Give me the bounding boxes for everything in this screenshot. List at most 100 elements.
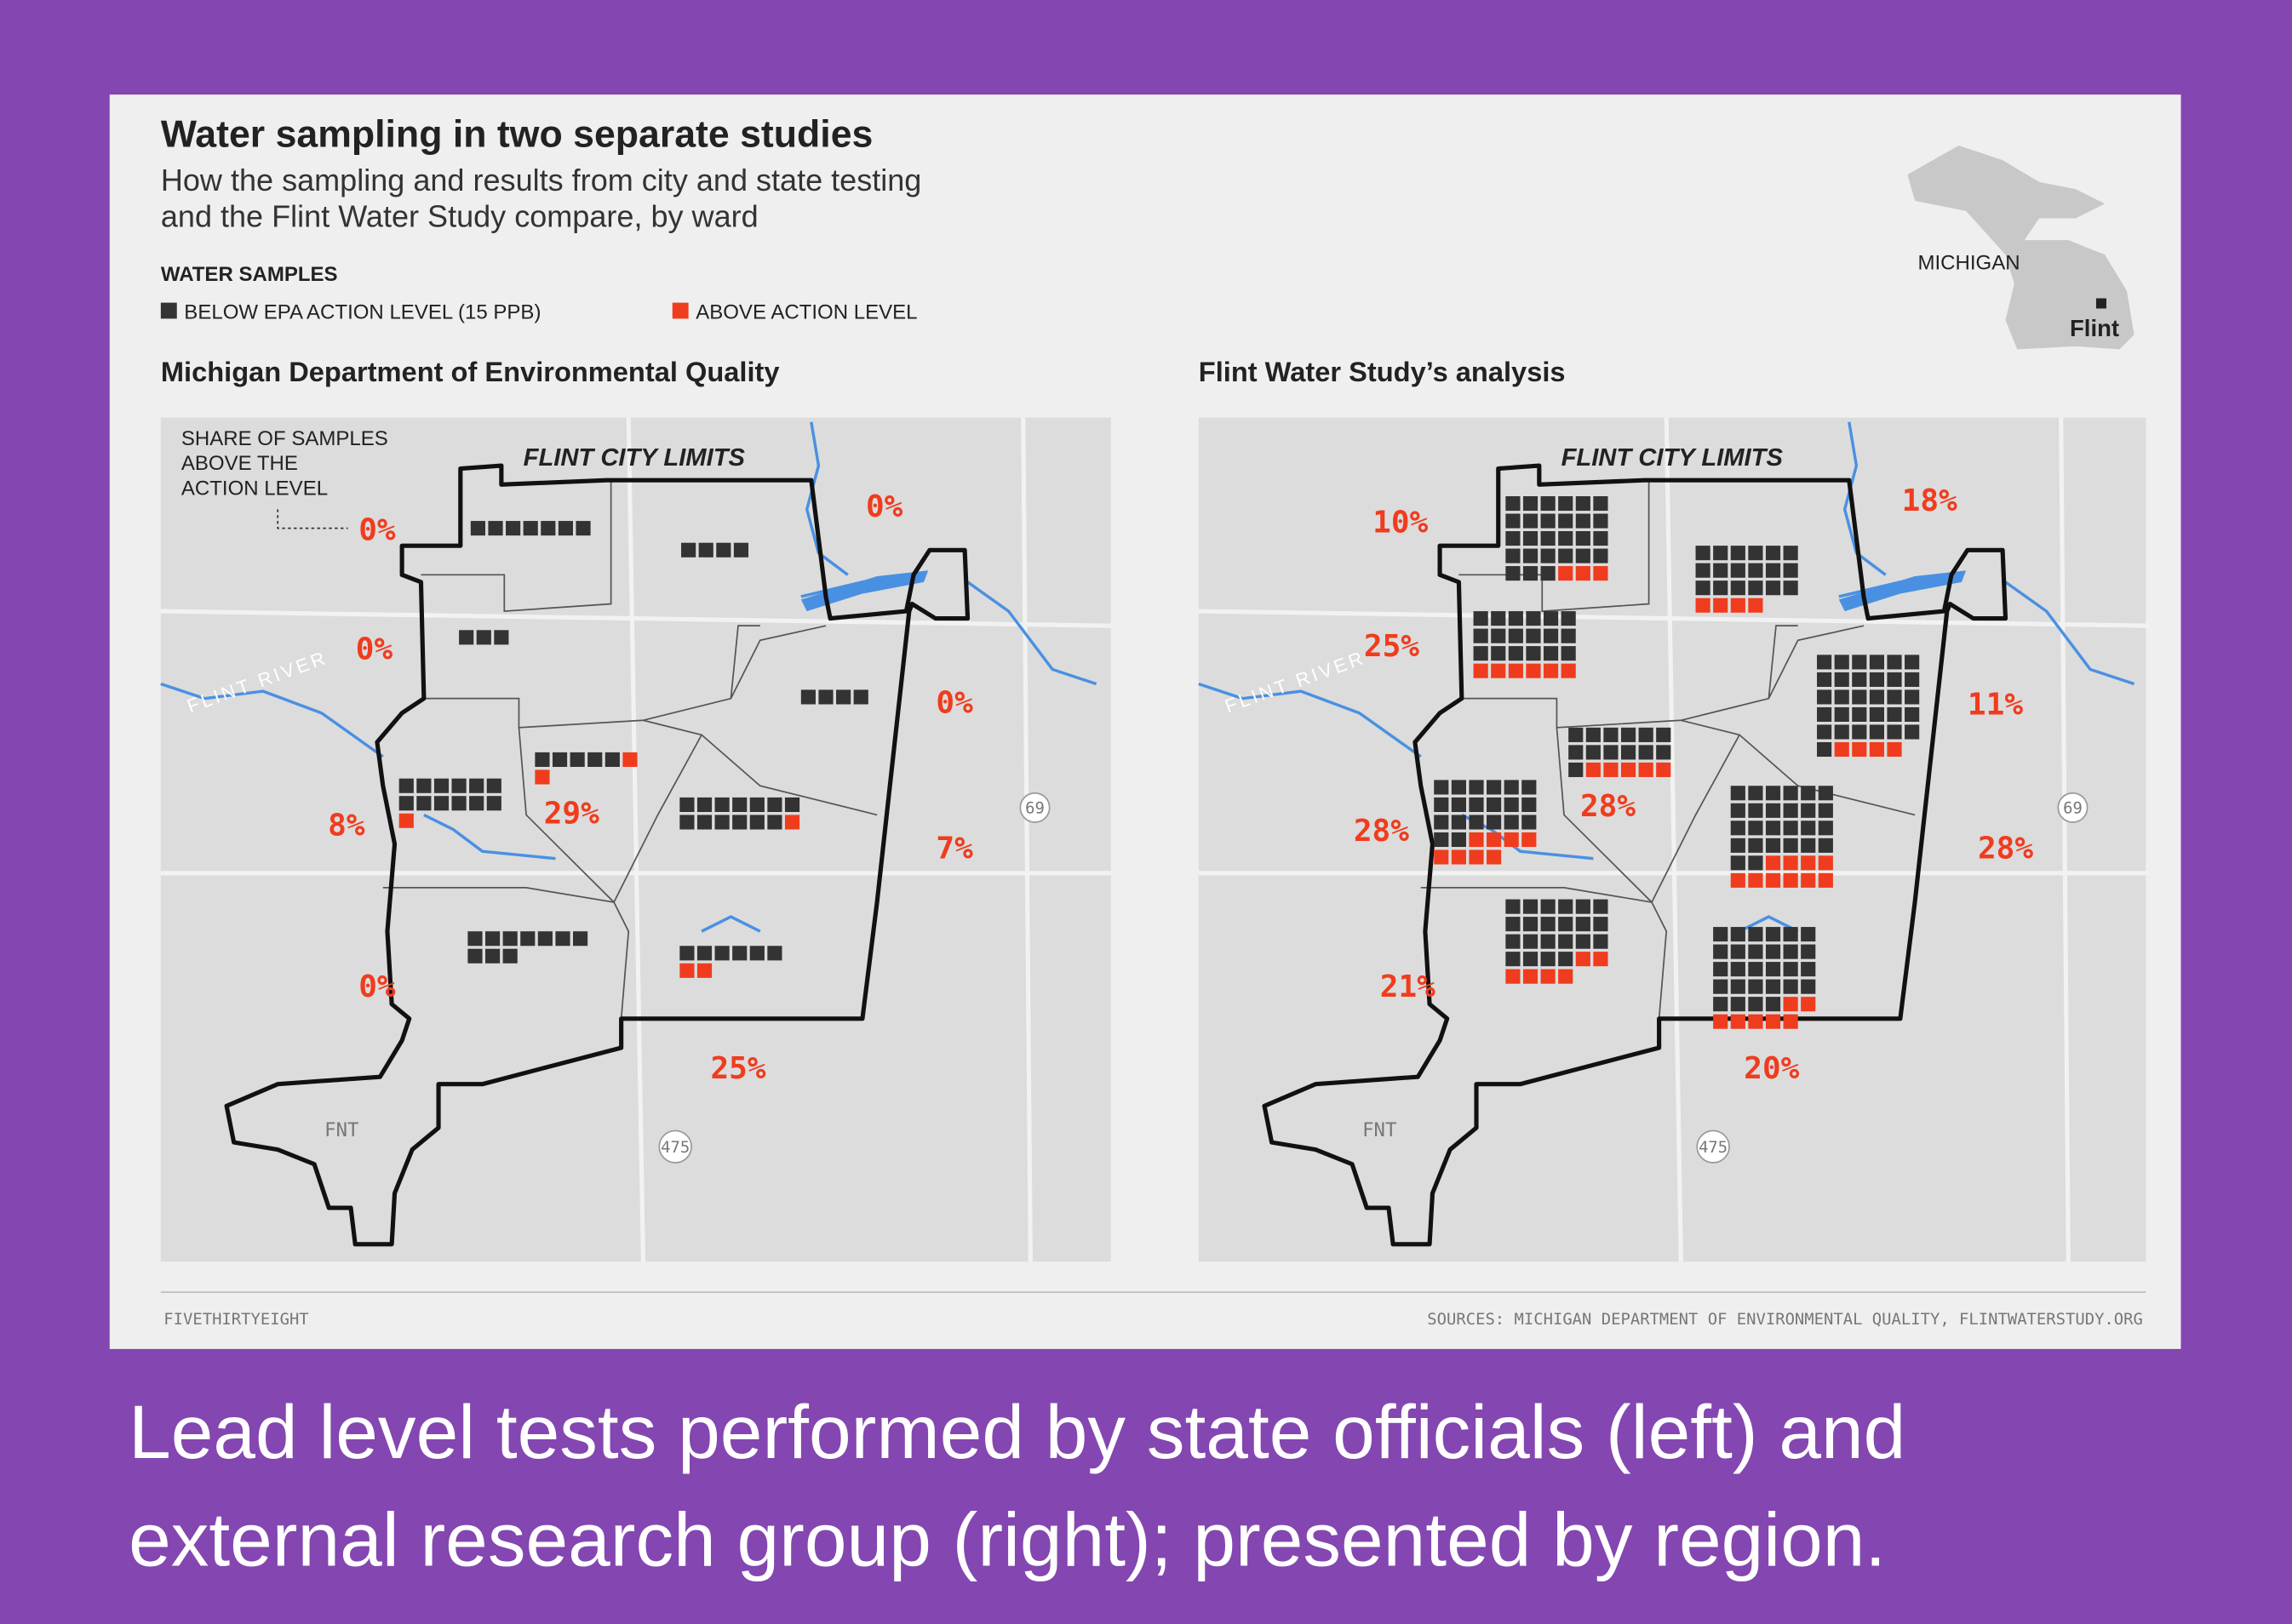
road bbox=[160, 609, 1111, 628]
sample-square bbox=[1451, 780, 1466, 795]
sample-square bbox=[1522, 899, 1539, 914]
sample-square bbox=[1522, 952, 1539, 967]
sample-square bbox=[1765, 997, 1781, 1012]
sample-square bbox=[1469, 815, 1484, 830]
ward-share: 0% bbox=[358, 969, 396, 1004]
sample-square bbox=[573, 931, 588, 946]
sample-square bbox=[1748, 855, 1763, 871]
sample-square bbox=[1905, 706, 1920, 722]
sample-square bbox=[1783, 838, 1798, 853]
ward-boundary bbox=[1768, 625, 1798, 699]
sample-square bbox=[1540, 899, 1556, 914]
sample-square bbox=[1540, 952, 1556, 967]
sample-square bbox=[1561, 628, 1576, 643]
sample-square bbox=[1748, 786, 1763, 801]
ward-share: 18% bbox=[1902, 483, 1957, 518]
sample-square bbox=[1713, 1014, 1728, 1029]
ward-boundary bbox=[421, 480, 612, 612]
sample-square bbox=[1558, 496, 1573, 512]
sample-square bbox=[1505, 566, 1521, 581]
sample-square bbox=[1575, 548, 1590, 563]
sample-square bbox=[1585, 745, 1601, 760]
highway-shield bbox=[658, 1129, 692, 1164]
sample-square bbox=[1540, 934, 1556, 949]
sample-square bbox=[416, 778, 432, 793]
airport-label: FNT bbox=[1362, 1119, 1396, 1141]
sample-square bbox=[1817, 724, 1832, 740]
sample-square bbox=[1713, 997, 1728, 1012]
sample-square bbox=[1783, 821, 1798, 836]
sample-square bbox=[1818, 786, 1833, 801]
sample-square bbox=[1765, 962, 1781, 977]
sample-square bbox=[1801, 997, 1816, 1012]
sample-square bbox=[1783, 786, 1798, 801]
sample-square bbox=[1543, 663, 1559, 678]
river-line bbox=[160, 682, 384, 758]
sample-square bbox=[800, 689, 816, 705]
sample-square bbox=[1522, 548, 1539, 563]
sample-square bbox=[1852, 689, 1867, 705]
sample-square bbox=[1543, 646, 1559, 661]
sample-square bbox=[1505, 934, 1521, 949]
sample-square bbox=[1561, 611, 1576, 626]
sample-square bbox=[1817, 741, 1832, 758]
sample-square bbox=[469, 796, 484, 811]
sample-square bbox=[1593, 496, 1608, 512]
sample-square bbox=[679, 946, 695, 961]
sample-square bbox=[1905, 655, 1920, 670]
sample-square bbox=[1713, 563, 1728, 578]
inset-state: MICHIGAN bbox=[1917, 251, 2020, 274]
sample-square bbox=[679, 797, 695, 812]
sample-square bbox=[1730, 872, 1745, 888]
sample-square bbox=[1713, 962, 1728, 977]
sample-square bbox=[1817, 655, 1832, 670]
sample-square bbox=[1783, 944, 1798, 959]
sample-square bbox=[1783, 803, 1798, 818]
sample-square bbox=[681, 542, 696, 558]
sample-square bbox=[784, 797, 800, 812]
sample-square bbox=[1801, 821, 1816, 836]
sample-square bbox=[1765, 855, 1781, 871]
sample-square bbox=[587, 752, 603, 767]
sample-square bbox=[1540, 566, 1556, 581]
sample-square bbox=[1558, 531, 1573, 546]
sample-square bbox=[1695, 563, 1710, 578]
sample-square bbox=[1695, 598, 1710, 613]
sample-square bbox=[1505, 548, 1521, 563]
sample-square bbox=[714, 815, 730, 830]
sample-square bbox=[1817, 689, 1832, 705]
sample-square bbox=[1558, 899, 1573, 914]
sample-square bbox=[1748, 821, 1763, 836]
sample-square bbox=[1852, 706, 1867, 722]
sample-square bbox=[1543, 628, 1559, 643]
sample-square bbox=[1575, 952, 1590, 967]
sample-square bbox=[1887, 724, 1902, 740]
sample-square bbox=[1638, 762, 1653, 777]
sample-square bbox=[1765, 979, 1781, 994]
sample-square bbox=[488, 521, 503, 536]
sample-square bbox=[1540, 496, 1556, 512]
highway-label: 69 bbox=[1025, 800, 1045, 818]
sample-square bbox=[1585, 727, 1601, 742]
lake bbox=[800, 570, 929, 612]
ward-share: 20% bbox=[1744, 1051, 1799, 1086]
sample-square bbox=[1656, 745, 1671, 760]
sample-square bbox=[1593, 531, 1608, 546]
sample-square bbox=[784, 815, 800, 830]
sample-square bbox=[398, 796, 414, 811]
sample-square bbox=[714, 946, 730, 961]
sample-square bbox=[1730, 962, 1745, 977]
sample-square bbox=[1638, 745, 1653, 760]
ward-boundary bbox=[613, 734, 702, 903]
sample-square bbox=[1558, 952, 1573, 967]
sample-square bbox=[679, 815, 695, 830]
road bbox=[1664, 417, 1683, 1262]
sample-square bbox=[1505, 513, 1521, 529]
sample-square bbox=[1522, 934, 1539, 949]
sample-square bbox=[1526, 628, 1541, 643]
sample-square bbox=[733, 542, 749, 558]
sample-square bbox=[1801, 838, 1816, 853]
sample-square bbox=[1730, 927, 1745, 942]
